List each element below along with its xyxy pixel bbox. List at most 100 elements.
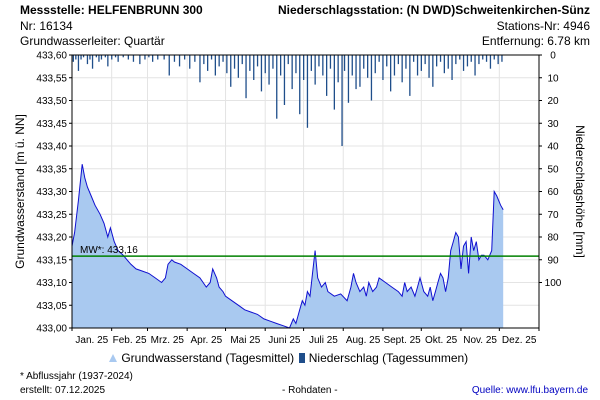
precip-bar [152,55,154,62]
y2-tick-label: 10 [547,73,559,84]
y2-tick-label: 50 [547,164,559,175]
precip-bar [291,55,293,90]
precip-bar [413,55,415,62]
y2-tick-label: 70 [547,210,559,221]
precip-station-name: Niederschlagsstation: (N DWD)Schweitenki… [277,3,590,17]
x-tick-label: Feb. 25 [113,335,147,346]
y2-tick-label: 60 [547,187,559,198]
precip-bar [432,55,434,87]
precip-bar [111,55,113,60]
groundwater-line [71,164,504,329]
precip-bar [280,55,282,76]
precip-bar [341,55,343,146]
y-tick-label: 433,10 [36,278,67,289]
precip-bar [329,55,332,69]
y-tick-label: 433,25 [36,210,67,221]
precip-bar [397,55,399,65]
precip-bar [318,55,320,67]
precip-bar [100,55,103,60]
precip-bar [189,55,191,69]
precip-bar [405,55,407,69]
x-tick-label: Mrz. 25 [151,335,185,346]
mean-water-label: MW*: 433,16 [80,245,138,256]
precip-bar [466,55,469,67]
precip-bar [249,55,251,71]
precip-bar [359,55,361,87]
precip-bar [173,55,176,62]
precip-bar [253,55,255,80]
precip-bar [276,55,278,119]
precip-bar [222,55,224,62]
precip-bar [157,55,159,60]
footnote: * Abflussjahr (1937-2024) [20,371,133,382]
y2-tick-label: 30 [547,119,559,130]
precip-bar [214,55,216,76]
precip-bar [295,55,297,74]
y-tick-label: 433,35 [36,164,67,175]
precip-bar [199,55,201,83]
precip-bar [351,55,353,76]
precip-bar [77,55,80,71]
precip-bar [98,55,100,62]
precip-bar [207,55,209,71]
precip-bar [447,55,449,69]
legend-groundwater-label: Grundwasserstand (Tagesmittel) [121,351,295,365]
x-tick-label: Sept. 25 [383,335,421,346]
precip-bar [401,55,403,83]
precip-bar [393,55,396,76]
precip-bar [260,55,263,92]
y2-tick-label: 40 [547,142,559,153]
precip-bar [326,55,328,96]
source-link[interactable]: Quelle: www.lfu.bayern.de [471,385,588,396]
x-tick-label: Okt. 25 [425,335,458,346]
x-tick-label: Apr. 25 [190,335,222,346]
precip-bar [363,55,365,69]
precip-station-distance: Entfernung: 6.78 km [481,34,590,48]
x-tick-label: Dez. 25 [502,335,537,346]
precip-bar [314,55,316,85]
station-name: Messstelle: HELFENBRUNN 300 [20,3,203,17]
y-tick-label: 433,00 [36,324,67,335]
precip-bar [310,55,312,71]
precip-bar [203,55,205,65]
precipitation-series [72,55,503,146]
precip-bar [91,55,94,69]
precip-bar [409,55,411,96]
y-tick-label: 433,40 [36,142,67,153]
precip-bar [210,55,213,60]
precip-bar [370,55,373,101]
y-tick-label: 433,50 [36,96,67,107]
y-tick-label: 433,60 [36,51,67,62]
precip-bar [168,55,170,76]
y-tick-label: 433,30 [36,187,67,198]
y2-axis-label: Niederschlagshöhe [mm] [573,125,587,258]
y-axis-ticks: 433,60 433,55 433,50 433,45 433,40 433,35 433,… [36,51,72,335]
y2-tick-label: 0 [550,51,556,62]
precip-bar [455,55,457,65]
y2-tick-label: 90 [547,255,559,266]
precip-bar [283,55,286,105]
precip-bar [245,55,247,99]
precip-bar [75,55,77,60]
precip-bar [436,55,438,67]
y-tick-label: 433,20 [36,233,67,244]
groundwater-series [71,164,504,329]
y-tick-label: 433,45 [36,119,67,130]
legend-precip-swatch [299,352,306,366]
station-number: Nr: 16134 [20,19,73,33]
precip-bar [233,55,236,69]
groundwater-area [72,164,504,328]
precip-bar [139,55,141,65]
precip-bar [474,55,476,76]
precip-bar [428,55,430,78]
precip-bar [127,55,129,60]
precip-bar [493,55,495,60]
precip-bar [343,55,346,71]
precip-bar [104,55,106,58]
precip-bar [256,55,259,67]
precip-bar [306,55,309,128]
precip-bar [382,55,384,80]
legend-groundwater-swatch [108,352,118,366]
precip-bar [501,55,503,62]
precip-bar [148,55,150,58]
